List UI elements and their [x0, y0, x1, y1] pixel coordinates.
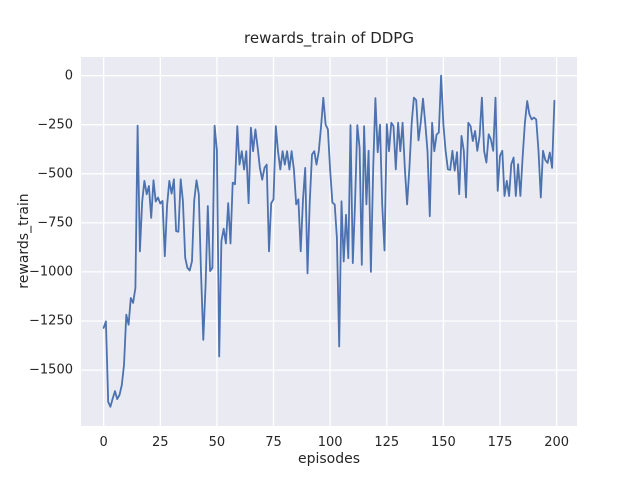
- x-tick-label: 125: [374, 435, 400, 450]
- x-tick-label: 200: [544, 435, 570, 450]
- x-tick-label: 0: [99, 435, 108, 450]
- x-tick-label: 100: [317, 435, 343, 450]
- x-tick-label: 50: [208, 435, 226, 450]
- y-tick-label: −250: [37, 117, 73, 133]
- y-tick-label: 0: [64, 68, 73, 84]
- x-tick-label: 150: [430, 435, 456, 450]
- chart-title: rewards_train of DDPG: [244, 29, 414, 47]
- gridlines: [81, 57, 577, 426]
- x-tick-label: 75: [265, 435, 282, 450]
- x-tick-label: 25: [151, 435, 169, 450]
- plot-area: [81, 57, 577, 426]
- y-tick-label: −1500: [29, 362, 73, 378]
- y-tick-label: −500: [37, 166, 73, 182]
- line-chart-svg: [81, 57, 577, 426]
- y-tick-label: −1250: [29, 313, 73, 329]
- x-tick-label: 175: [487, 435, 513, 450]
- rewards-line: [102, 74, 556, 408]
- y-tick-label: −1000: [29, 264, 73, 280]
- x-axis-label: episodes: [297, 451, 361, 467]
- y-tick-label: −750: [37, 215, 73, 231]
